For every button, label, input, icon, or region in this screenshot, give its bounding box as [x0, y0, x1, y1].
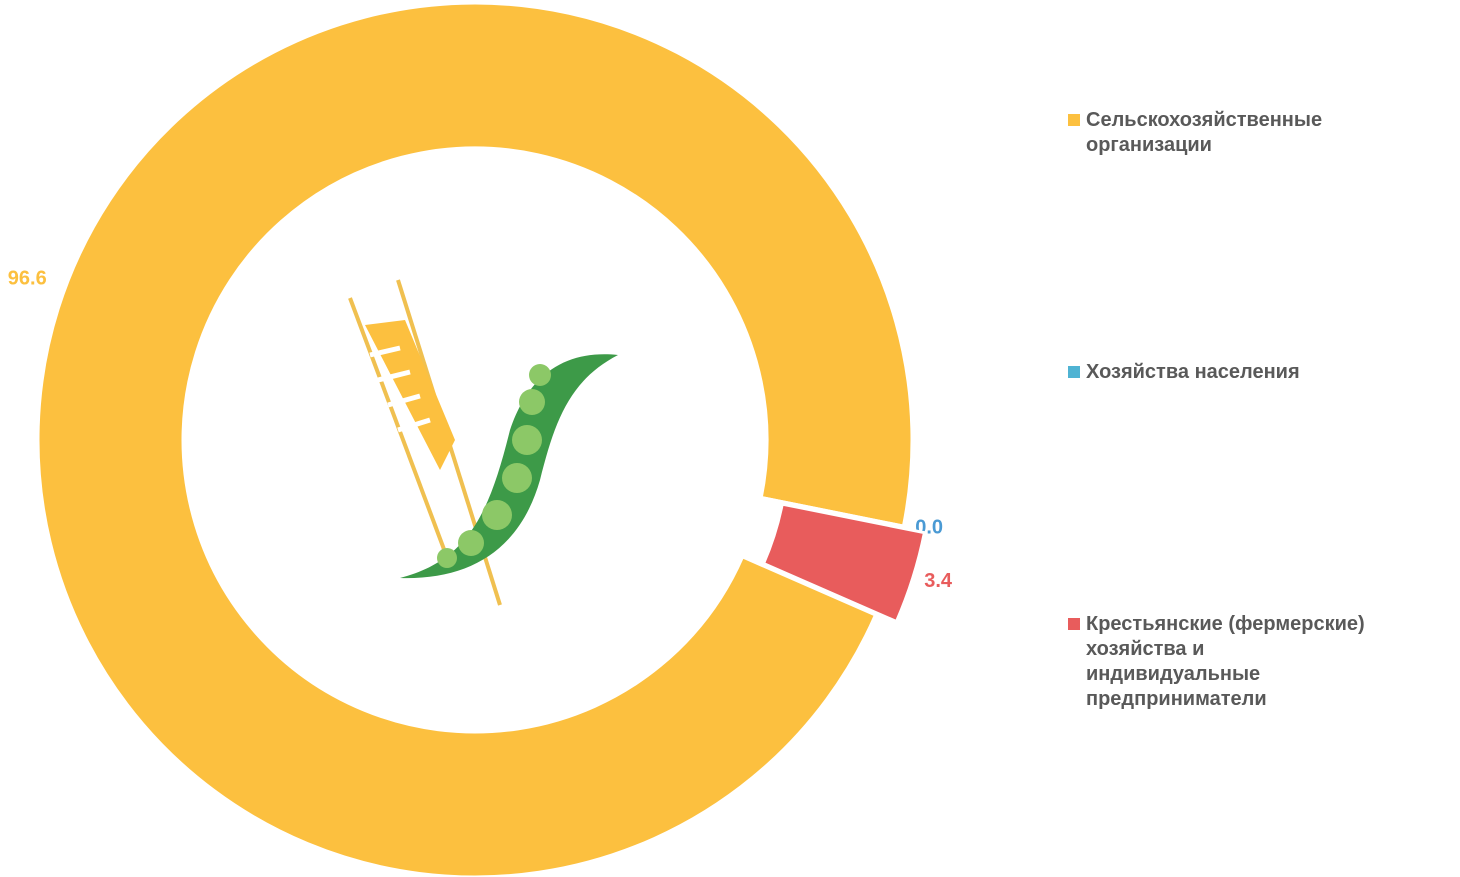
legend-item: Хозяйства населения [1068, 360, 1300, 385]
donut-slice [38, 3, 912, 877]
legend-swatch [1068, 114, 1080, 126]
legend-item: Крестьянские (фермерские) хозяйства и ин… [1068, 612, 1368, 712]
data-label: 3.4 [924, 570, 953, 592]
data-label: 96.6 [8, 267, 47, 289]
legend-label: Крестьянские (фермерские) хозяйства и ин… [1086, 612, 1368, 712]
legend-label: Сельскохозяйственные организации [1086, 108, 1368, 158]
legend-swatch [1068, 618, 1080, 630]
legend: Сельскохозяйственные организации Хозяйств… [1068, 0, 1368, 877]
center-icon [350, 280, 618, 605]
legend-item: Сельскохозяйственные организации [1068, 108, 1368, 158]
legend-label: Хозяйства населения [1086, 360, 1300, 385]
chart: 96.60.03.4 [0, 0, 1040, 877]
legend-swatch [1068, 366, 1080, 378]
page: 96.60.03.4 Сельскохозяйственные организа… [0, 0, 1460, 877]
